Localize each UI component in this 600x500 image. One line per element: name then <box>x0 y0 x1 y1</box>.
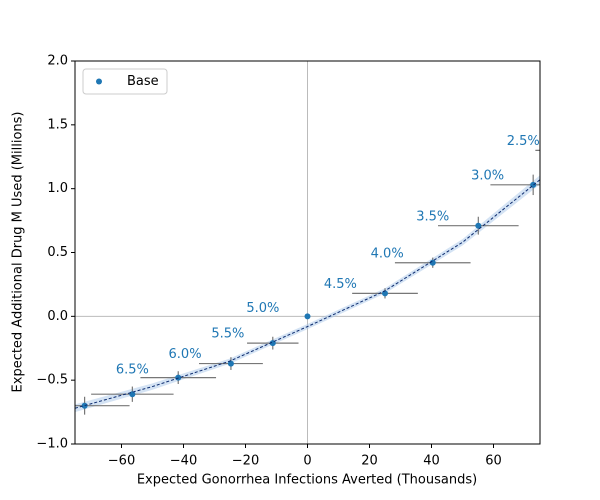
x-tick-label: 40 <box>423 454 440 469</box>
y-tick-label: −0.5 <box>36 373 68 388</box>
annotation: 4.0% <box>371 246 404 261</box>
annotation: 6.0% <box>169 347 202 362</box>
legend: Base <box>82 68 168 95</box>
y-tick-label: 0.0 <box>47 309 68 324</box>
y-tick-label: 2.0 <box>47 54 68 69</box>
y-tick-label: 1.5 <box>47 117 68 132</box>
x-tick-label: −60 <box>108 454 135 469</box>
x-tick-label: 0 <box>303 454 311 469</box>
point <box>81 402 88 409</box>
point <box>475 222 482 229</box>
x-tick-label: −40 <box>170 454 197 469</box>
annotation: 5.0% <box>246 301 279 316</box>
x-tick-label: 20 <box>361 454 378 469</box>
x-axis-label: Expected Gonorrhea Infections Averted (T… <box>137 473 477 488</box>
point <box>227 360 234 367</box>
legend-frame <box>82 68 168 95</box>
annotation: 3.0% <box>471 168 504 183</box>
y-axis-label: Expected Additional Drug M Used (Million… <box>11 112 26 393</box>
point <box>577 147 583 153</box>
point <box>429 259 436 266</box>
annotation: 2.5% <box>507 134 540 149</box>
annotation: 6.5% <box>116 362 149 377</box>
annotation: 5.5% <box>211 327 244 342</box>
annotation: 4.5% <box>324 277 357 292</box>
legend-label: Base <box>127 74 159 89</box>
plot-area <box>75 61 583 444</box>
fit-line <box>75 179 540 409</box>
y-tick-label: 1.0 <box>47 181 68 196</box>
annotation: 3.5% <box>416 209 449 224</box>
point <box>304 313 311 320</box>
legend-marker <box>96 78 102 85</box>
y-tick-label: 0.5 <box>47 245 68 260</box>
x-tick-label: −20 <box>232 454 259 469</box>
x-tick-label: 60 <box>485 454 502 469</box>
y-tick-label: −1.0 <box>36 437 68 452</box>
